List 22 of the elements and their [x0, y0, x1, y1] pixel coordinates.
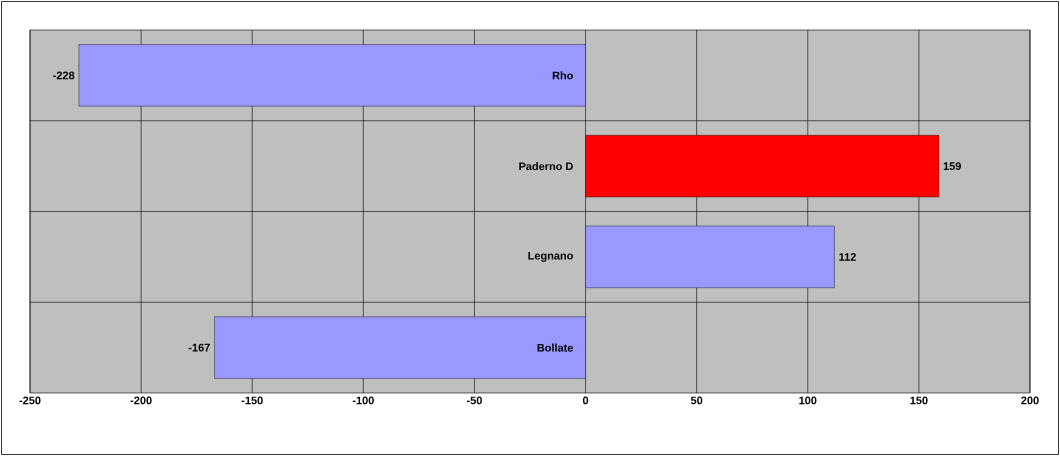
x-tick-label: 0 — [582, 396, 589, 405]
data-label: -228 — [53, 71, 75, 80]
y-tick-label: Paderno D — [519, 162, 573, 171]
x-tick-label: -250 — [19, 396, 41, 405]
x-tick-label: 200 — [1021, 396, 1039, 405]
bar — [585, 135, 940, 198]
data-label: 112 — [839, 253, 856, 261]
bar — [585, 225, 835, 288]
y-tick-label: Bollate — [537, 343, 573, 352]
data-label: -167 — [188, 343, 210, 352]
bar — [78, 44, 586, 107]
x-tick-label: -150 — [241, 396, 263, 405]
x-tick-label: -50 — [466, 396, 482, 405]
data-label: 159 — [943, 162, 961, 170]
x-tick-label: -200 — [130, 396, 152, 405]
bar — [214, 316, 586, 379]
x-tick-label: -100 — [352, 396, 374, 405]
x-tick-label: 150 — [910, 396, 928, 405]
x-tick-label: 100 — [799, 396, 817, 405]
y-tick-label: Legnano — [528, 251, 573, 262]
x-tick-label: 50 — [690, 396, 703, 405]
y-tick-label: Rho — [552, 71, 573, 80]
